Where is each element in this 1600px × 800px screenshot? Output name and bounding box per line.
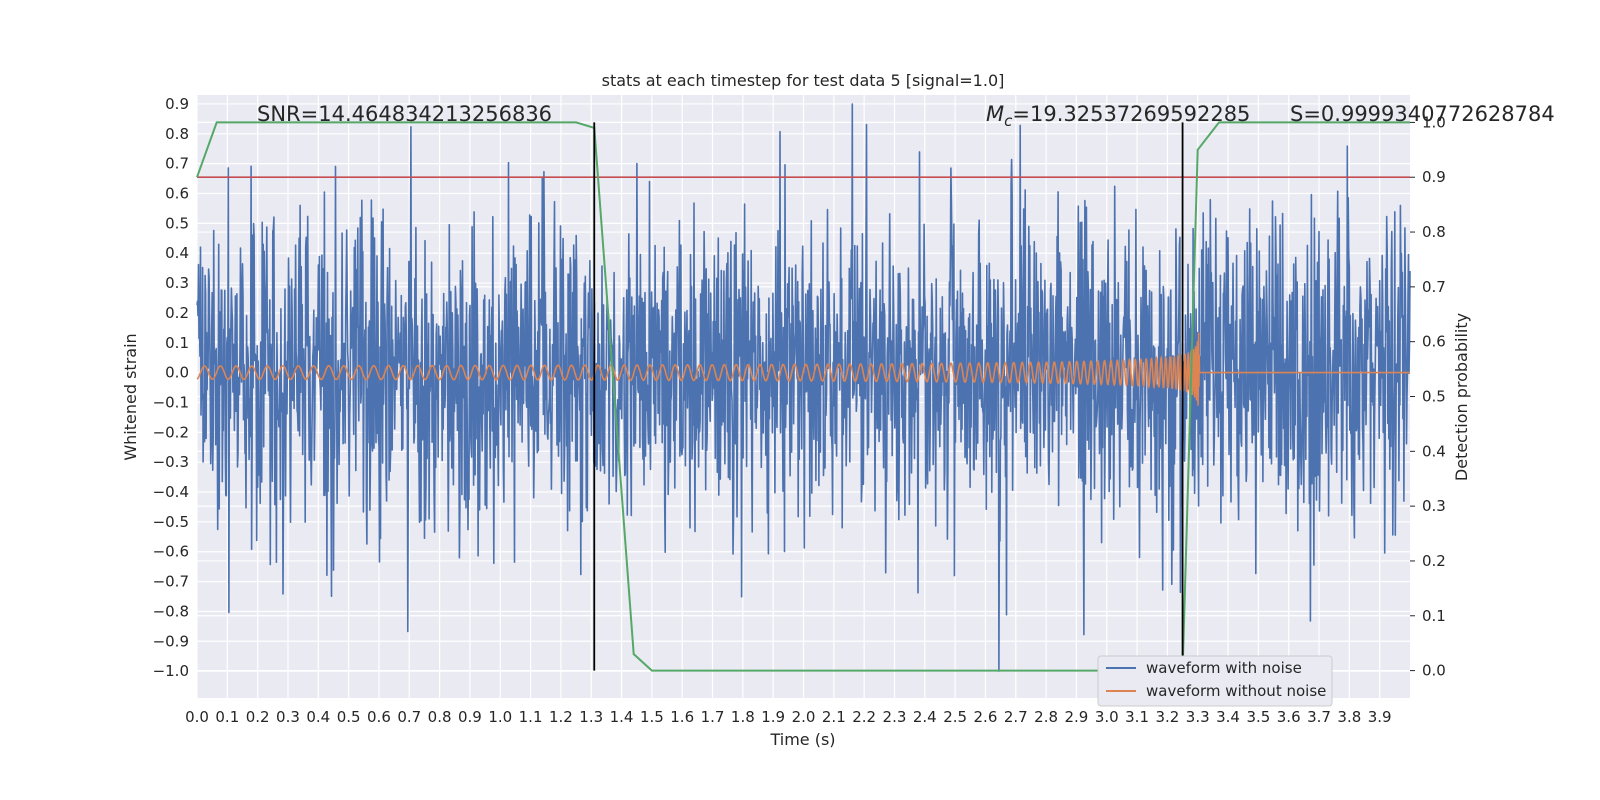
y2-axis-ticks: 1.0 0.9 0.8 0.7 0.6 0.5 0.4 0.3 0.2 0.1 0.0 [1410,113,1446,680]
y-tick-label: −0.2 [153,423,189,441]
x-tick-label: 1.9 [761,708,785,726]
y-tick-label: −0.6 [153,543,189,561]
x-tick-label: 2.9 [1064,708,1088,726]
x-tick-label: 0.0 [185,708,209,726]
y-tick-label: 0.0 [165,364,189,382]
x-tick-label: 2.5 [943,708,967,726]
x-tick-label: 0.4 [306,708,330,726]
y2-tick-label: 0.7 [1422,278,1446,296]
x-axis-ticks: 0.0 0.1 0.2 0.3 0.4 0.5 0.6 0.7 0.8 0.9 1.0 1.1 1.2 1… [185,708,1392,726]
legend-clean-label: waveform without noise [1146,682,1326,700]
x-tick-label: 2.3 [883,708,907,726]
y-tick-label: 0.2 [165,304,189,322]
x-tick-label: 1.7 [701,708,725,726]
y2-tick-label: 0.5 [1422,388,1446,406]
x-tick-label: 2.0 [792,708,816,726]
y-tick-label: −0.3 [153,453,189,471]
y2-axis-label: Detection probability [1452,313,1471,481]
x-tick-label: 1.8 [731,708,755,726]
snr-annotation: SNR=14.464834213256836 [257,102,552,126]
waveform-without-noise-series [196,332,1410,406]
x-tick-label: 1.6 [670,708,694,726]
y-tick-label: −0.1 [153,393,189,411]
chirp-mass-value: =19.32537269592285 [1012,102,1250,126]
y-tick-label: −0.5 [153,513,189,531]
x-tick-label: 3.4 [1216,708,1240,726]
y-tick-label: −0.9 [153,632,189,650]
y-tick-label: −0.4 [153,483,189,501]
chirp-mass-subscript: c [1004,112,1013,130]
y-tick-label: 0.4 [165,244,189,262]
legend-box [1097,655,1333,707]
x-tick-label: 0.1 [215,708,239,726]
waveform-with-noise-series [196,103,1411,672]
chart-title: stats at each timestep for test data 5 [… [602,71,1005,90]
x-tick-label: 1.5 [640,708,664,726]
x-tick-label: 0.7 [397,708,421,726]
x-tick-label: 2.6 [974,708,998,726]
y-tick-label: 0.1 [165,334,189,352]
y-axis-ticks: 0.9 0.8 0.7 0.6 0.5 0.4 0.3 0.2 0.1 0.0 −0.1 −0.2 −0… [153,95,189,680]
y2-tick-label: 1.0 [1422,113,1446,131]
x-tick-label: 2.1 [822,708,846,726]
y-tick-label: 0.3 [165,274,189,292]
x-tick-label: 1.1 [519,708,543,726]
x-tick-label: 3.2 [1155,708,1179,726]
y2-tick-label: 0.4 [1422,442,1446,460]
x-tick-label: 2.2 [852,708,876,726]
x-tick-label: 3.6 [1277,708,1301,726]
detection-probability-line [196,121,1410,672]
x-tick-label: 2.4 [913,708,937,726]
y-tick-label: 0.8 [165,125,189,143]
x-tick-label: 3.5 [1246,708,1270,726]
x-tick-label: 3.1 [1125,708,1149,726]
x-tick-label: 3.9 [1368,708,1392,726]
x-tick-label: 0.3 [276,708,300,726]
y-axis-label: Whitened strain [121,333,140,460]
y2-tick-label: 0.8 [1422,223,1446,241]
y2-tick-label: 0.6 [1422,333,1446,351]
y-tick-label: 0.9 [165,95,189,113]
legend: waveform with noise waveform without noi… [1097,655,1333,707]
score-annotation: S=0.9999340772628784 [1290,102,1555,126]
x-tick-label: 1.0 [488,708,512,726]
chirp-mass-annotation: Mc=19.32537269592285 [986,102,1250,130]
x-tick-label: 3.8 [1337,708,1361,726]
x-tick-label: 0.5 [337,708,361,726]
y-tick-label: 0.6 [165,185,189,203]
y2-tick-label: 0.0 [1422,662,1446,680]
chirp-mass-symbol: M [986,102,1004,126]
y-tick-label: −1.0 [153,662,189,680]
y2-tick-label: 0.3 [1422,497,1446,515]
x-tick-label: 1.3 [579,708,603,726]
y2-tick-label: 0.1 [1422,607,1446,625]
x-tick-label: 3.7 [1307,708,1331,726]
x-tick-label: 3.0 [1095,708,1119,726]
legend-noise-label: waveform with noise [1146,659,1302,677]
x-tick-label: 1.2 [549,708,573,726]
y2-tick-label: 0.9 [1422,168,1446,186]
x-axis-label: Time (s) [769,730,835,749]
x-tick-label: 2.8 [1034,708,1058,726]
x-tick-label: 0.9 [458,708,482,726]
y-tick-label: 0.7 [165,155,189,173]
y-tick-label: −0.7 [153,573,189,591]
x-tick-label: 3.3 [1186,708,1210,726]
x-tick-label: 0.8 [428,708,452,726]
y2-tick-label: 0.2 [1422,552,1446,570]
y-tick-label: 0.5 [165,214,189,232]
x-tick-label: 1.4 [610,708,634,726]
x-tick-label: 0.2 [246,708,270,726]
overlay-lines [196,121,1410,672]
y-tick-label: −0.8 [153,602,189,620]
x-tick-label: 0.6 [367,708,391,726]
noise-line [196,103,1411,672]
x-tick-label: 2.7 [1004,708,1028,726]
clean-line [196,332,1410,406]
